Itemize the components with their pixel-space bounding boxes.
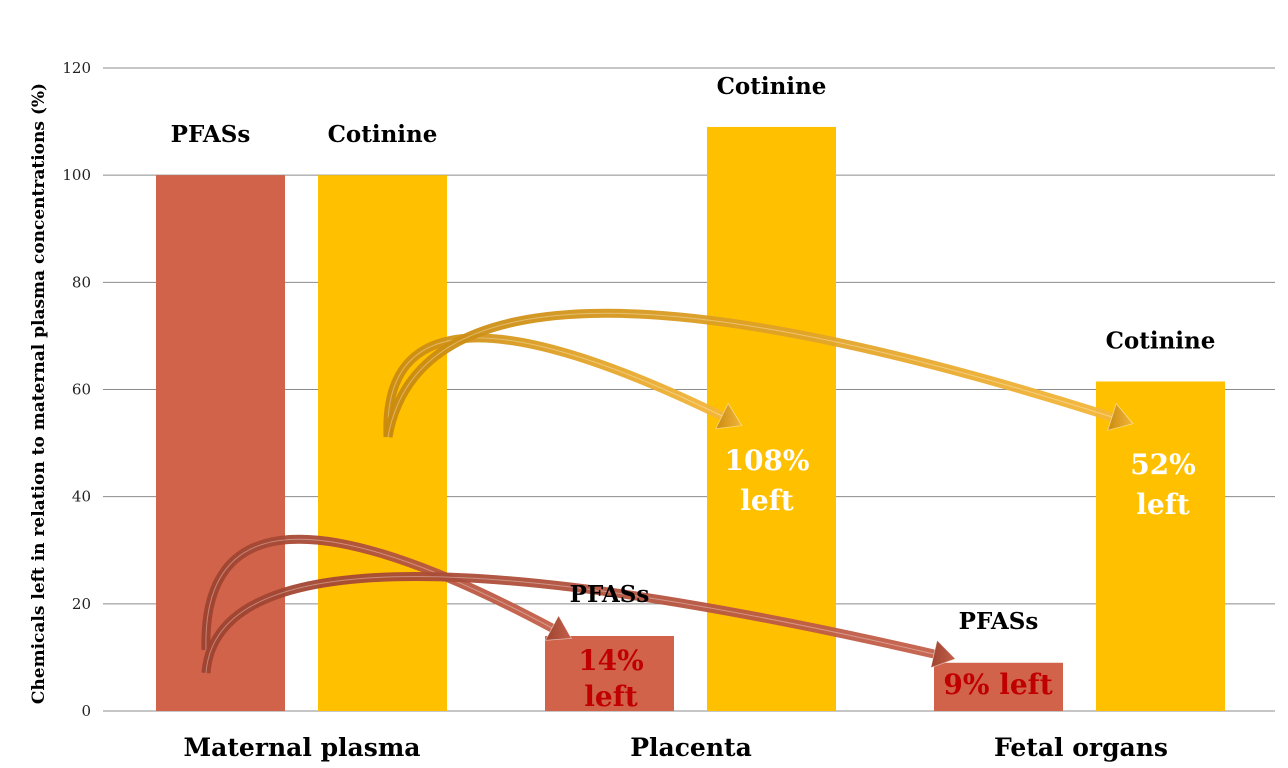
- arrow-pfas-fetal-head: [930, 639, 957, 669]
- arrow-pfas-placenta-head: [544, 614, 573, 641]
- y-tick-label: 100: [62, 166, 91, 184]
- bar-cotinine: [318, 175, 447, 711]
- bar-label: Cotinine: [717, 73, 827, 100]
- bar-label: Cotinine: [328, 121, 438, 148]
- y-tick-label: 20: [72, 595, 91, 613]
- y-tick-label: 0: [81, 702, 91, 720]
- x-category-label: Fetal organs: [994, 733, 1168, 762]
- y-axis-title: Chemicals left in relation to maternal p…: [29, 83, 49, 704]
- bar-label: PFASs: [171, 121, 251, 148]
- bar-label: Cotinine: [1106, 327, 1216, 354]
- arrow-cotinine-fetal-highlight: [387, 312, 1113, 438]
- arrows: [201, 308, 1134, 674]
- bar-pfass: [934, 662, 1063, 711]
- arrow-cotinine-fetal: [383, 308, 1114, 438]
- y-tick-label: 40: [72, 488, 91, 506]
- arrow-pfas-placenta: [201, 534, 555, 651]
- arrow-cotinine-fetal-head: [1107, 402, 1134, 431]
- bar-pfass: [156, 175, 285, 711]
- annotation-cotinine-fetal: 52%: [1130, 448, 1196, 481]
- y-tick-label: 80: [72, 273, 91, 291]
- arrow-pfas-fetal-highlight: [205, 576, 935, 674]
- annotation-cotinine-fetal: left: [1136, 488, 1189, 521]
- y-tick-label: 120: [62, 59, 91, 77]
- annotation-cotinine-placenta: left: [740, 484, 793, 517]
- gridlines: [103, 67, 1275, 712]
- bars: [156, 126, 1225, 712]
- y-axis: 0 20 40 60 80 100 120 Chemicals left in relatio…: [29, 59, 91, 720]
- x-category-label: Maternal plasma: [184, 733, 421, 762]
- annotation-pfas-placenta: left: [584, 680, 637, 713]
- annotation-pfas-fetal: 9% left: [943, 668, 1052, 701]
- annotation-pfas-placenta: 14%: [578, 644, 644, 677]
- arrow-cotinine-placenta-head: [715, 402, 743, 430]
- y-tick-label: 60: [72, 381, 91, 399]
- labels: Maternal plasma Placenta Fetal organs PFASs…: [171, 73, 1216, 762]
- arrow-pfas-placenta-highlight: [205, 538, 553, 651]
- bar-cotinine: [1096, 381, 1225, 711]
- annotation-cotinine-placenta: 108%: [724, 444, 809, 477]
- arrow-pfas-fetal: [201, 572, 936, 674]
- bar-pfass: [545, 635, 674, 711]
- bar-label: PFASs: [570, 581, 650, 608]
- bar-label: PFASs: [959, 608, 1039, 635]
- x-category-label: Placenta: [630, 733, 752, 762]
